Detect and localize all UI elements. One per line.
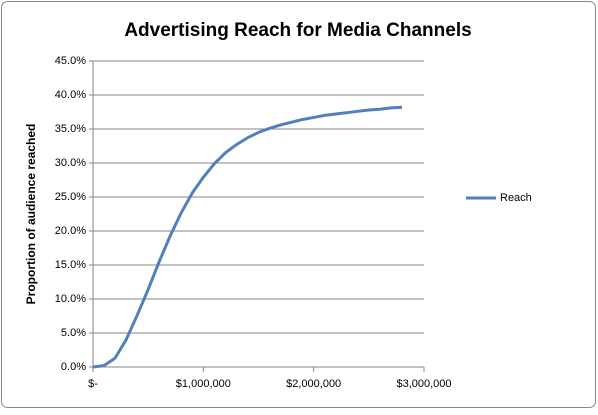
series-line <box>92 105 403 369</box>
y-tick-label: 45.0% <box>55 55 86 67</box>
y-tick-label: 40.0% <box>55 89 86 101</box>
chart-border <box>1 1 596 408</box>
y-tick-label: 30.0% <box>55 157 86 169</box>
y-tick-label: 0.0% <box>61 361 86 373</box>
x-tick-label: $3,000,000 <box>396 378 451 390</box>
legend-label: Reach <box>500 192 532 204</box>
y-tick-label: 25.0% <box>55 191 86 203</box>
y-axis-title: Proportion of audience reached <box>24 124 38 305</box>
y-tick-label: 15.0% <box>55 259 86 271</box>
y-tick-label: 5.0% <box>61 327 86 339</box>
y-tick-label: 10.0% <box>55 293 86 305</box>
x-tick-label: $2,000,000 <box>286 378 341 390</box>
y-tick-label: 35.0% <box>55 123 86 135</box>
x-tick-label: $- <box>88 378 98 390</box>
y-tick-label: 20.0% <box>55 225 86 237</box>
x-tick-label: $1,000,000 <box>176 378 231 390</box>
chart-title: Advertising Reach for Media Channels <box>124 20 471 41</box>
